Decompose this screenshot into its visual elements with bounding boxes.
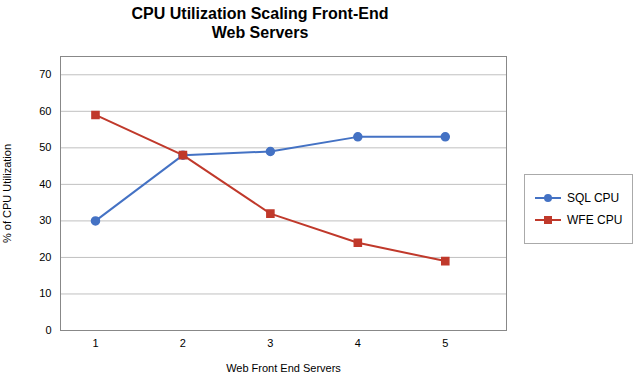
svg-text:70: 70 (39, 69, 51, 81)
svg-text:30: 30 (39, 215, 51, 227)
svg-text:60: 60 (39, 105, 51, 117)
svg-text:% of CPU Utilization: % of CPU Utilization (1, 144, 13, 243)
svg-text:3: 3 (267, 338, 273, 350)
html-text:CPU Utilization Scaling Front-: CPU Utilization Scaling Front-End Web Se… (131, 5, 389, 42)
svg-text:50: 50 (39, 142, 51, 154)
svg-text:2: 2 (180, 338, 186, 350)
svg-text:5: 5 (442, 338, 448, 350)
svg-text:20: 20 (39, 251, 51, 263)
html-text:WFE CPU: WFE CPU (567, 213, 623, 228)
svg-text:1: 1 (92, 338, 98, 350)
html-text:SQL CPU: SQL CPU (567, 191, 620, 206)
svg-text:40: 40 (39, 178, 51, 190)
svg-text:4: 4 (355, 338, 361, 350)
svg-text:10: 10 (39, 288, 51, 300)
svg-text:0: 0 (45, 324, 51, 336)
svg-text:Web Front End Servers: Web Front End Servers (226, 362, 341, 374)
